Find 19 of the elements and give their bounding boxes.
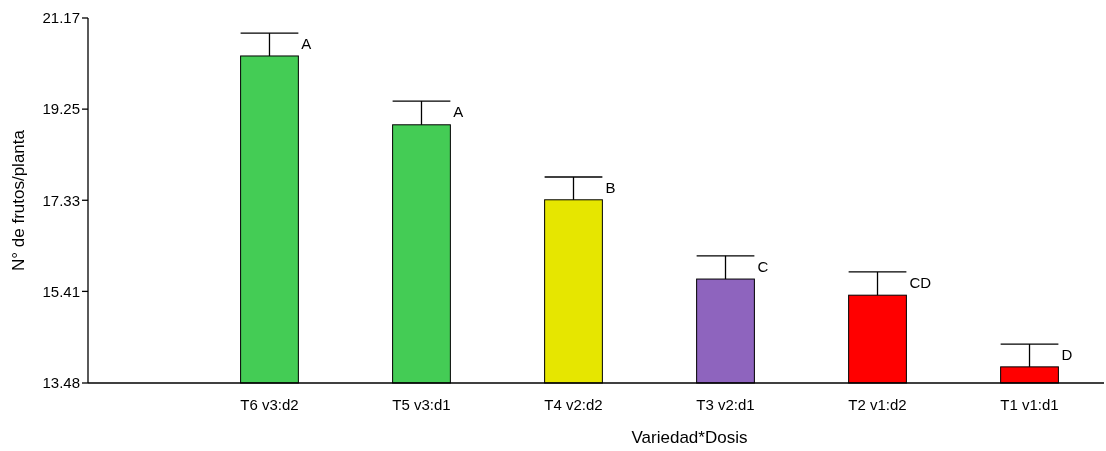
x-axis-title: Variedad*Dosis bbox=[631, 428, 748, 447]
y-tick-label: 19.25 bbox=[42, 100, 80, 118]
x-tick-label: T2 v1:d2 bbox=[848, 396, 907, 413]
annotation: CD bbox=[909, 273, 932, 291]
x-tick-label: T4 v2:d2 bbox=[544, 396, 603, 413]
annotation: A bbox=[301, 35, 312, 53]
annotation: D bbox=[1061, 346, 1073, 364]
x-tick-label: T1 v1:d1 bbox=[1000, 396, 1059, 413]
y-tick-label: 21.17 bbox=[42, 9, 80, 27]
x-tick-label: T6 v3:d2 bbox=[240, 396, 299, 413]
y-tick-label: 13.48 bbox=[42, 374, 80, 392]
annotation: A bbox=[453, 103, 464, 121]
y-axis-title: N° de frutos/planta bbox=[9, 129, 28, 271]
y-tick-label: 15.41 bbox=[42, 282, 80, 300]
annotation: B bbox=[605, 179, 616, 197]
x-tick-label: T5 v3:d1 bbox=[392, 396, 451, 413]
y-tick-label: 17.33 bbox=[42, 191, 80, 209]
x-tick-label: T3 v2:d1 bbox=[696, 396, 755, 413]
annotation: C bbox=[757, 257, 769, 275]
